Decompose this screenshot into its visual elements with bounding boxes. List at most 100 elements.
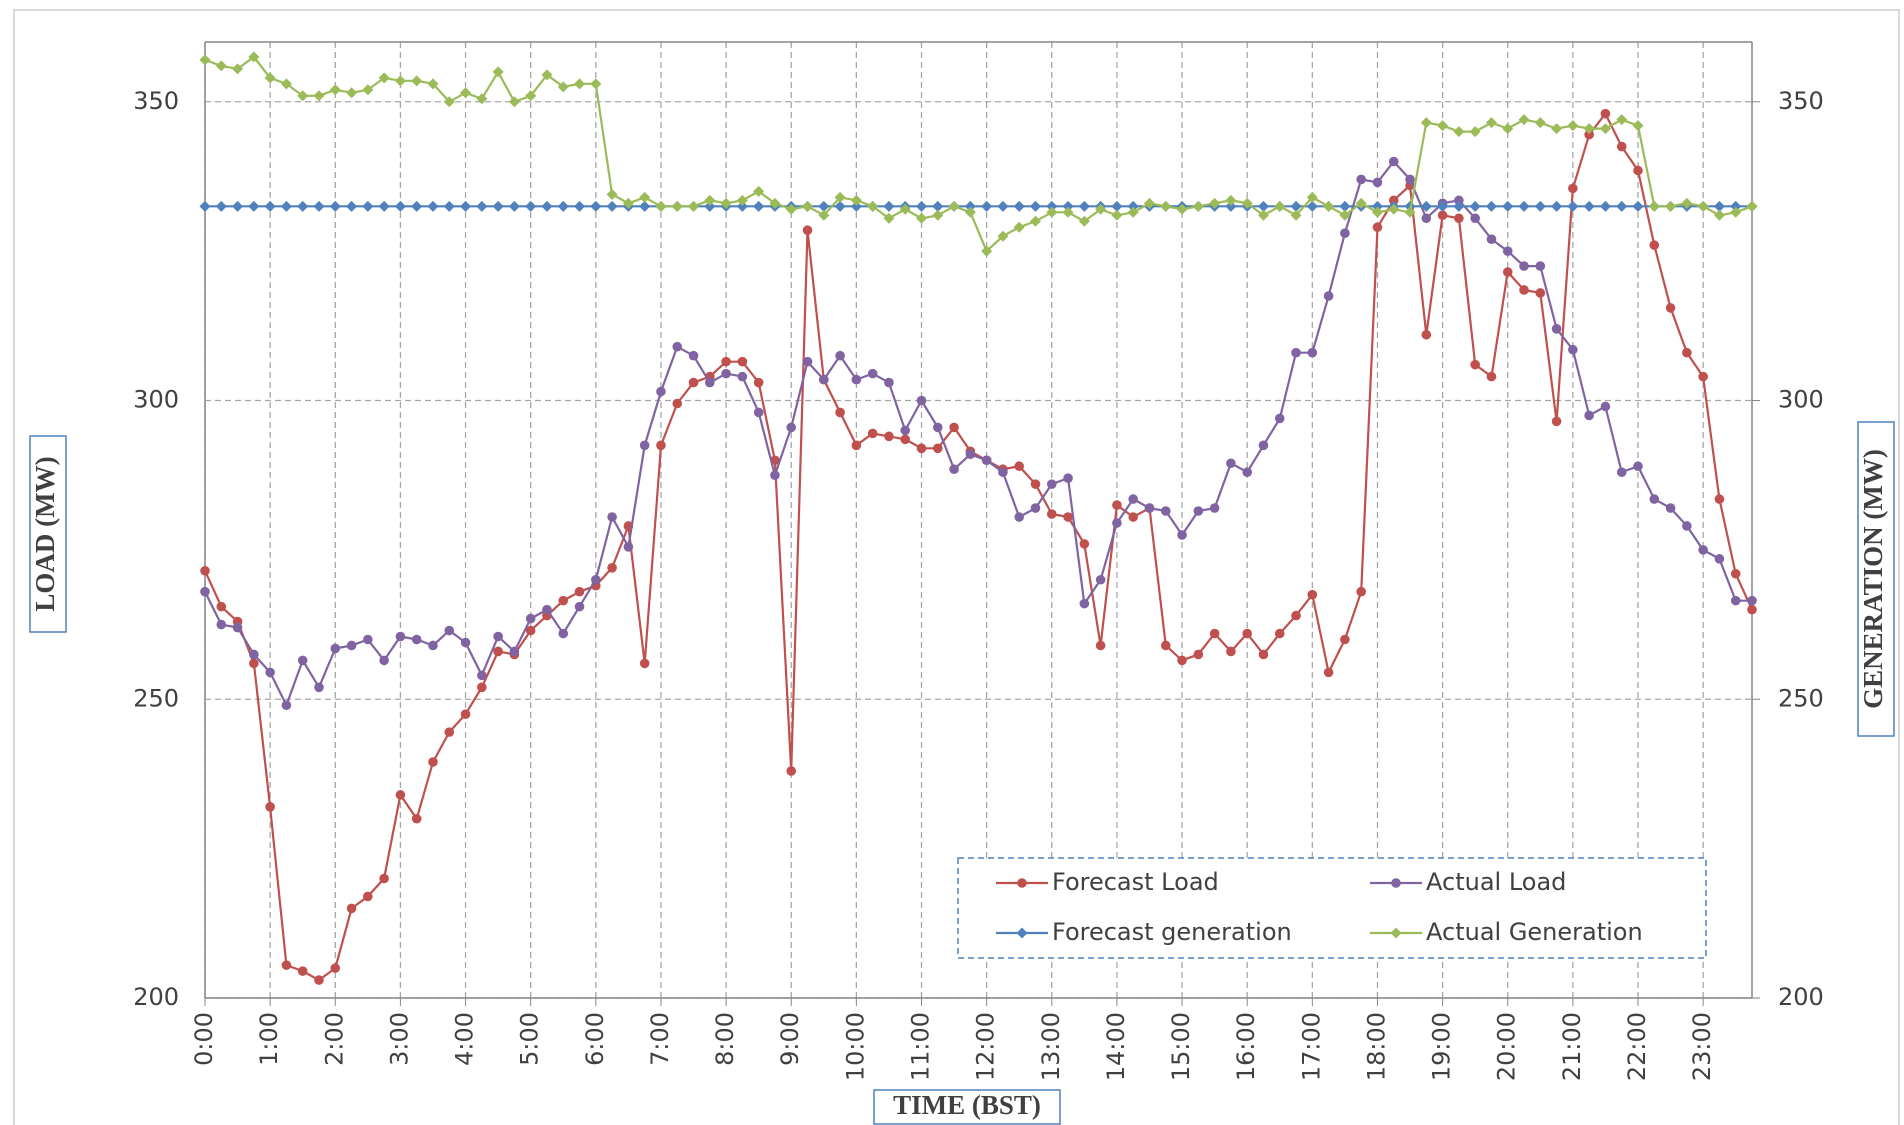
y-axis-title: LOAD (MW) — [29, 435, 67, 633]
diamond-marker — [362, 84, 374, 96]
diamond-marker — [1567, 200, 1579, 212]
x-tick-label: 15:00 — [1167, 1012, 1195, 1081]
diamond-marker — [981, 245, 993, 257]
x-tick-label: 14:00 — [1102, 1012, 1130, 1081]
diamond-marker — [427, 200, 439, 212]
x-tick-label: 10:00 — [841, 1012, 869, 1081]
diamond-marker — [1046, 200, 1058, 212]
diamond-marker — [199, 54, 211, 66]
diamond-marker — [1599, 123, 1611, 135]
circle-marker — [1405, 174, 1415, 185]
circle-marker — [1698, 371, 1708, 382]
diamond-marker — [1599, 200, 1611, 212]
circle-marker — [525, 625, 536, 636]
diamond-marker — [541, 200, 553, 212]
circle-marker — [949, 464, 959, 475]
y2-axis-title: GENERATION (MW) — [1857, 421, 1895, 737]
diamond-marker — [1323, 200, 1335, 212]
circle-marker — [900, 434, 911, 445]
circle-marker — [1144, 503, 1155, 513]
diamond-marker — [378, 72, 390, 84]
x-tick-label: 2:00 — [320, 1012, 348, 1066]
circle-marker — [395, 631, 406, 642]
x-tick-label: 7:00 — [646, 1012, 674, 1066]
diamond-marker — [1388, 203, 1400, 215]
diamond-marker — [1127, 200, 1139, 212]
circle-marker — [1095, 574, 1106, 585]
circle-marker — [981, 455, 992, 466]
circle-marker — [753, 377, 764, 388]
diamond-marker — [232, 200, 244, 212]
circle-marker — [770, 470, 780, 480]
diamond-marker — [557, 81, 569, 93]
circle-marker — [1128, 494, 1138, 504]
circle-marker — [232, 622, 243, 633]
circle-marker — [721, 356, 731, 367]
diamond-marker — [981, 200, 993, 212]
circle-marker — [493, 646, 503, 657]
circle-marker — [314, 682, 324, 693]
diamond-marker — [1016, 927, 1028, 939]
circle-marker — [200, 586, 210, 597]
circle-marker — [639, 440, 650, 451]
diamond-marker — [850, 200, 862, 212]
diamond-marker — [557, 200, 569, 212]
circle-marker — [591, 574, 601, 585]
circle-marker — [297, 966, 308, 976]
diamond-marker — [1697, 200, 1709, 212]
diamond-marker — [1485, 117, 1497, 129]
diamond-marker — [199, 200, 211, 212]
circle-marker — [1421, 213, 1432, 224]
circle-marker — [607, 563, 617, 573]
diamond-marker — [1502, 123, 1514, 135]
y2-tick-label: 350 — [1778, 87, 1824, 115]
diamond-marker — [1078, 200, 1090, 212]
x-tick-label: 3:00 — [385, 1012, 413, 1066]
circle-marker — [705, 377, 715, 388]
circle-marker — [1714, 494, 1725, 504]
diamond-marker — [1029, 215, 1041, 227]
diamond-marker — [541, 69, 553, 81]
circle-marker — [1535, 261, 1546, 271]
circle-marker — [1372, 222, 1383, 233]
circle-marker — [851, 374, 862, 385]
diamond-marker — [460, 200, 472, 212]
diamond-marker — [1371, 200, 1383, 212]
diamond-marker — [1713, 200, 1725, 212]
circle-marker — [1014, 461, 1025, 472]
diamond-marker — [443, 96, 455, 108]
series-line — [204, 55, 1753, 253]
diamond-marker — [1453, 200, 1465, 212]
diamond-marker — [1209, 197, 1221, 209]
circle-marker — [607, 512, 617, 522]
x-axis-title-text: TIME (BST) — [893, 1090, 1041, 1120]
circle-marker — [1682, 347, 1692, 358]
diamond-marker — [1404, 206, 1416, 218]
diamond-marker — [1632, 200, 1644, 212]
diamond-marker — [802, 200, 814, 212]
circle-marker — [688, 377, 699, 388]
y2-axis-title-text: GENERATION (MW) — [1858, 449, 1888, 709]
diamond-marker — [1046, 206, 1058, 218]
circle-marker — [1356, 174, 1366, 185]
circle-marker — [509, 646, 520, 657]
circle-marker — [1128, 512, 1138, 522]
circle-marker — [1095, 640, 1106, 651]
circle-marker — [1177, 655, 1187, 666]
diamond-marker — [1306, 191, 1318, 203]
circle-marker — [314, 975, 324, 985]
diamond-marker — [1143, 197, 1155, 209]
diamond-marker — [215, 200, 227, 212]
circle-marker — [916, 395, 927, 406]
series-line — [203, 111, 1754, 982]
diamond-marker — [1420, 200, 1432, 212]
circle-marker — [1209, 503, 1220, 513]
x-tick-label: 21:00 — [1558, 1012, 1586, 1081]
circle-marker — [493, 631, 503, 642]
diamond-marker — [932, 209, 944, 221]
diamond-marker — [753, 200, 765, 212]
legend-item: Actual Load — [1370, 868, 1566, 896]
circle-marker — [1356, 586, 1366, 597]
circle-marker — [265, 667, 275, 678]
